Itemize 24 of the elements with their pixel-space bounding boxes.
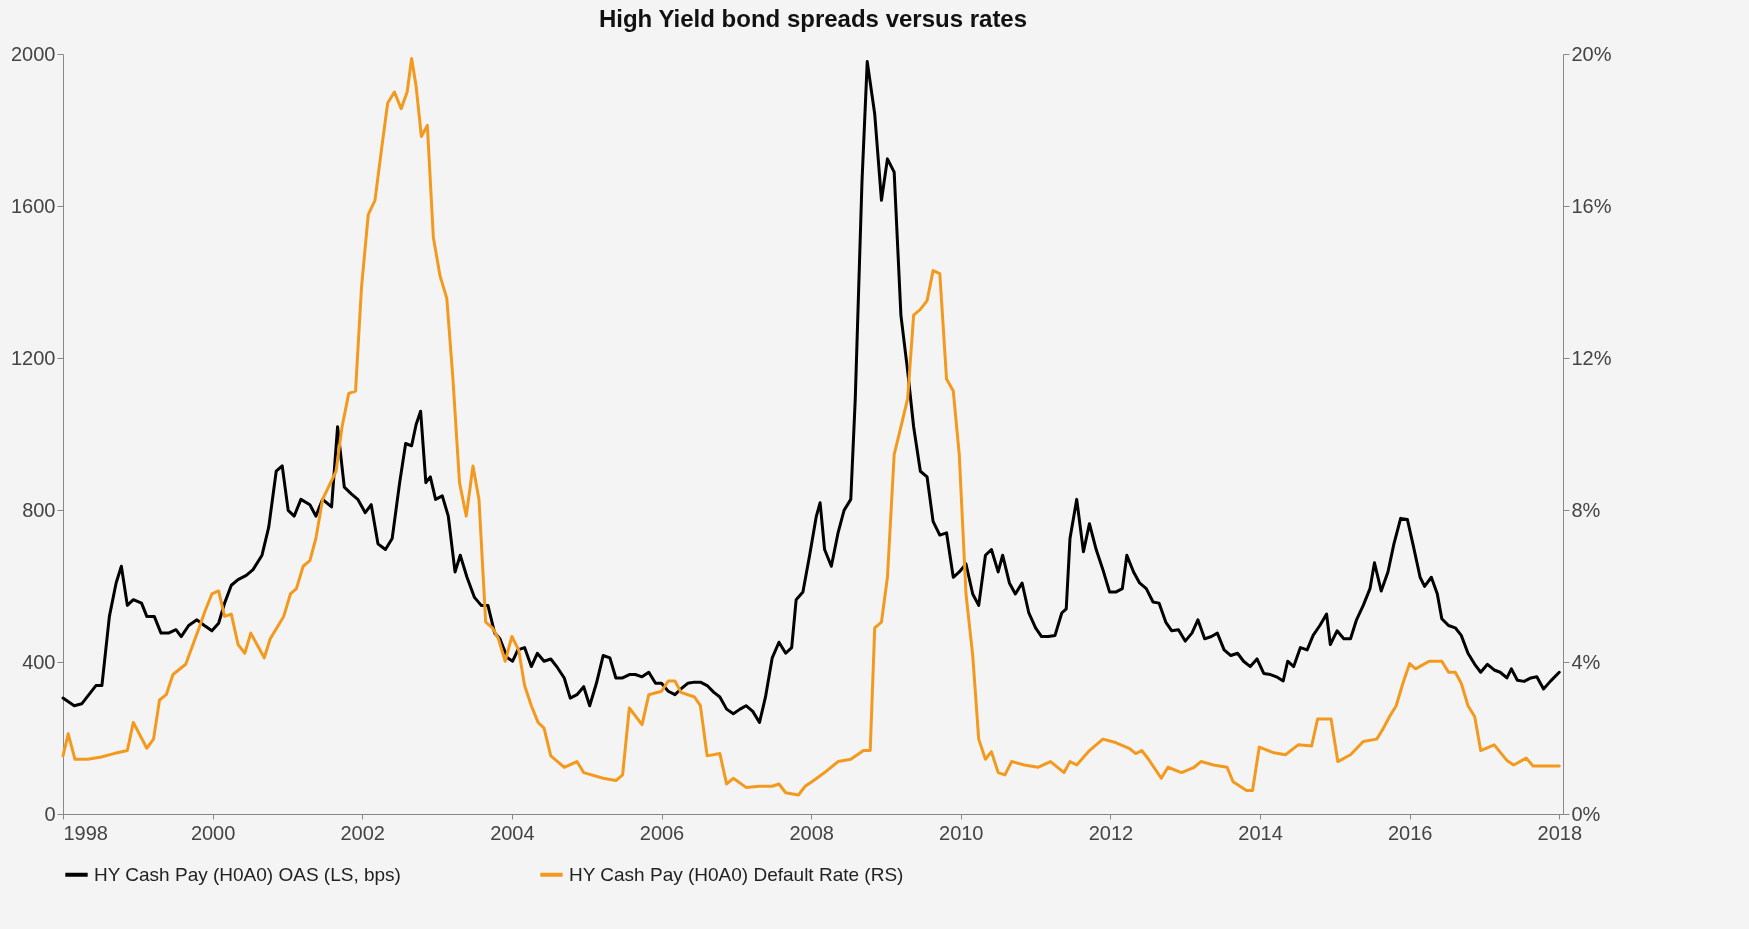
- x-tick-label: 2004: [490, 821, 535, 844]
- chart-title: High Yield bond spreads versus rates: [598, 5, 1028, 32]
- y-tick-label: 400: [22, 650, 56, 673]
- x-tick-label: 2008: [789, 821, 834, 844]
- legend-label: HY Cash Pay (H0A0) Default Rate (RS): [569, 863, 904, 885]
- x-tick-label: 2002: [340, 821, 385, 844]
- x-tick-label: 2016: [1387, 821, 1433, 844]
- y-tick-label: 1200: [11, 346, 56, 369]
- x-tick-label: 1998: [63, 821, 108, 844]
- x-tick-label: 2014: [1238, 821, 1283, 844]
- y-tick-label: 0: [44, 802, 56, 825]
- y2-tick-label: 4%: [1571, 650, 1601, 673]
- y-tick-label: 2000: [11, 42, 56, 65]
- legend-label: HY Cash Pay (H0A0) OAS (LS, bps): [94, 863, 401, 885]
- y2-tick-label: 16%: [1571, 194, 1612, 217]
- x-tick-label: 2006: [639, 821, 685, 844]
- y2-tick-label: 8%: [1571, 498, 1601, 521]
- y-tick-label: 800: [22, 498, 56, 521]
- y2-tick-label: 12%: [1571, 346, 1612, 369]
- x-tick-label: 2012: [1088, 821, 1134, 844]
- y2-tick-label: 20%: [1571, 42, 1612, 65]
- x-tick-label: 2010: [939, 821, 984, 844]
- x-tick-label: 2000: [190, 821, 236, 844]
- y-tick-label: 1600: [11, 194, 56, 217]
